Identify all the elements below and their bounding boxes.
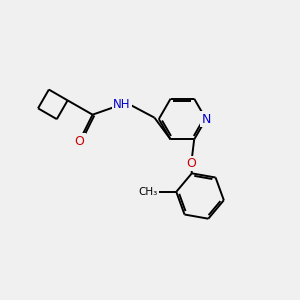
Text: N: N bbox=[201, 112, 211, 126]
Text: O: O bbox=[74, 135, 84, 148]
Text: O: O bbox=[186, 157, 196, 170]
Text: NH: NH bbox=[113, 98, 131, 111]
Text: CH₃: CH₃ bbox=[139, 187, 158, 197]
